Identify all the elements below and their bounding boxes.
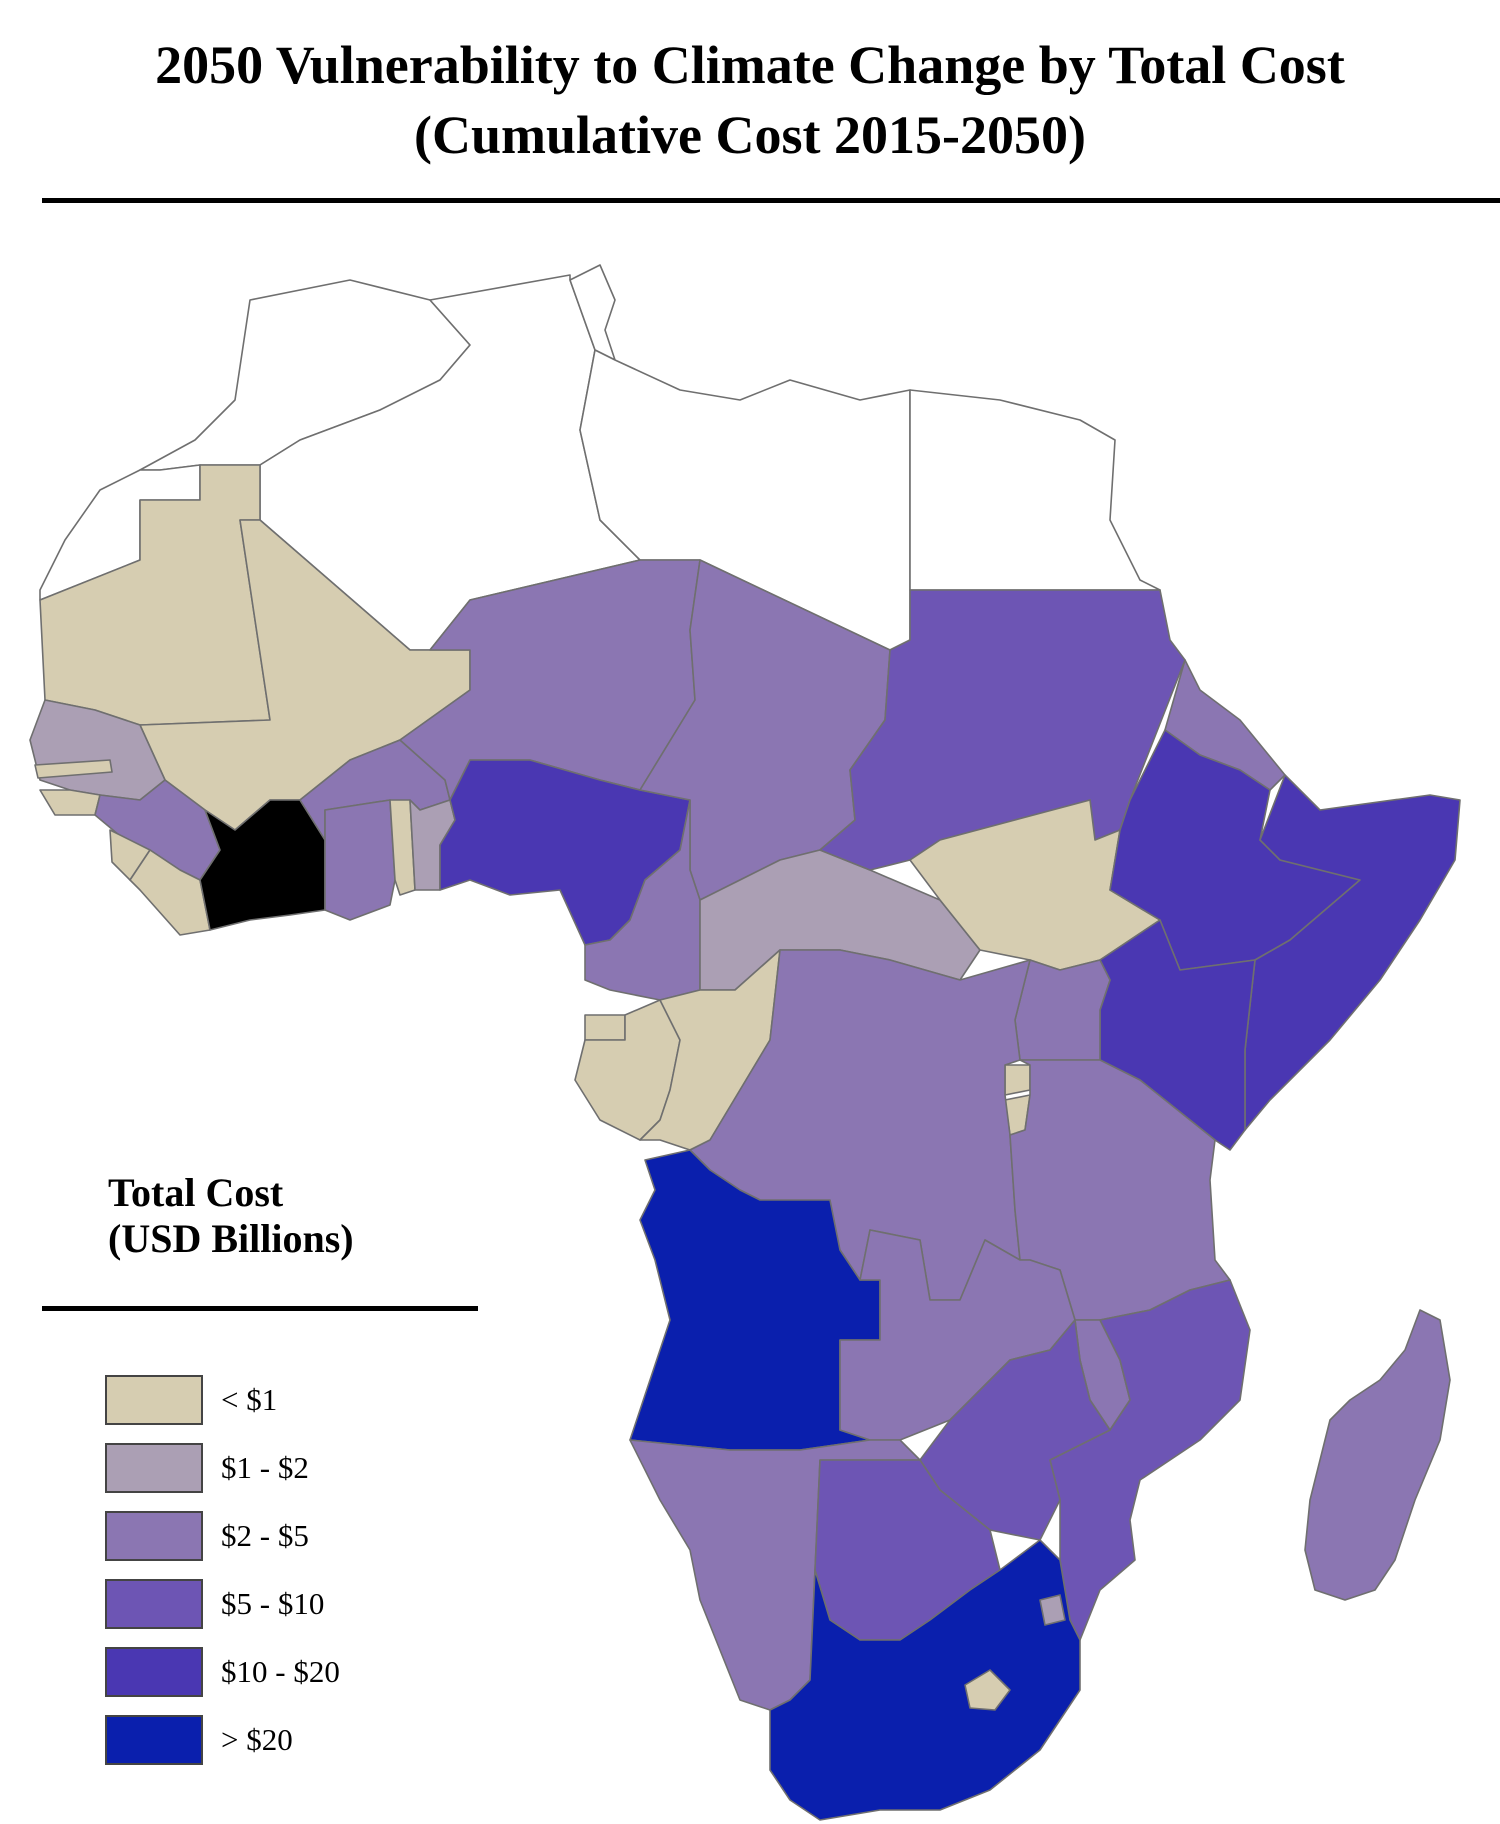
legend-label: > $20 [221, 1722, 293, 1757]
legend-item: $2 - $5 [105, 1511, 309, 1561]
country-rwanda [1004, 1064, 1031, 1096]
country-liberia [129, 849, 211, 936]
legend-swatch [105, 1511, 203, 1561]
legend-swatch [105, 1443, 203, 1493]
map-subtitle: (Cumulative Cost 2015-2050) [414, 105, 1086, 165]
country-mauritania [39, 464, 271, 726]
country-swaziland [1039, 1594, 1066, 1626]
legend-label: $1 - $2 [221, 1450, 309, 1485]
country-uganda [1014, 959, 1111, 1061]
legend-swatch [105, 1375, 203, 1425]
title-divider [42, 198, 1500, 203]
legend-item: > $20 [105, 1715, 293, 1765]
country-somalia [1244, 774, 1461, 1131]
country-gambia [34, 759, 113, 779]
legend-swatch [105, 1647, 203, 1697]
legend-swatch [105, 1579, 203, 1629]
country-cote-divoire [199, 799, 326, 931]
country-madagascar [1304, 1309, 1451, 1601]
country-ghana [324, 799, 396, 921]
legend-title-line1: Total Cost [108, 1170, 284, 1215]
legend-label: < $1 [221, 1382, 278, 1417]
legend-title-line2: (USD Billions) [108, 1216, 354, 1261]
legend-item: $10 - $20 [105, 1647, 340, 1697]
country-guinea-bissau [39, 789, 101, 816]
legend-item: $1 - $2 [105, 1443, 309, 1493]
country-zambia [839, 1229, 1076, 1441]
legend-label: $5 - $10 [221, 1586, 325, 1621]
legend-label: $2 - $5 [221, 1518, 309, 1553]
country-south-africa [769, 1539, 1081, 1821]
country-egypt [909, 389, 1161, 591]
country-equatorial-guinea [584, 1014, 626, 1041]
country-togo [389, 799, 416, 896]
legend-swatch [105, 1715, 203, 1765]
legend-label: $10 - $20 [221, 1654, 340, 1689]
legend-divider [42, 1306, 478, 1311]
legend-item: $5 - $10 [105, 1579, 324, 1629]
legend-item: < $1 [105, 1375, 277, 1425]
map-title: 2050 Vulnerability to Climate Change by … [155, 35, 1345, 95]
legend-title: Total Cost (USD Billions) [108, 1170, 354, 1262]
country-lesotho [964, 1669, 1011, 1711]
